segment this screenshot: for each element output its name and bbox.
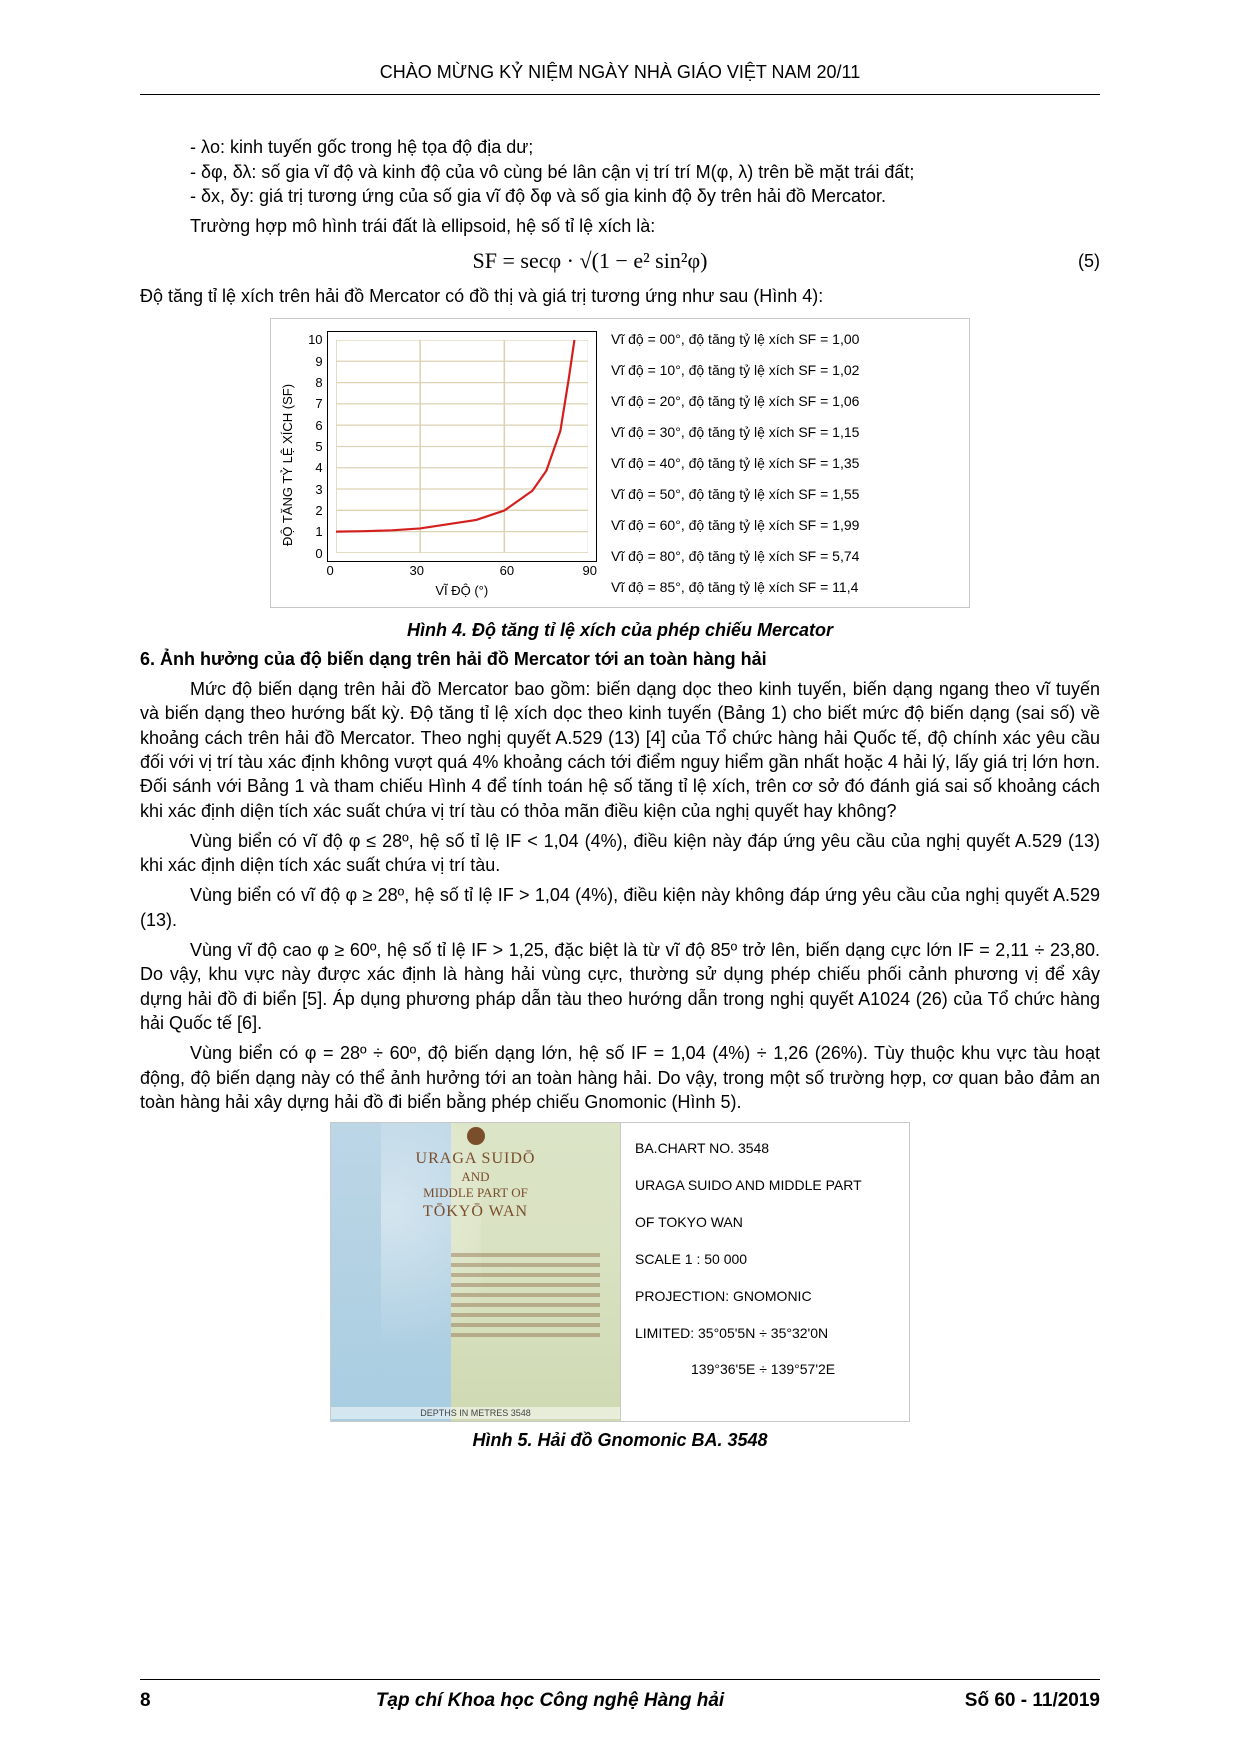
figure-5-caption: Hình 5. Hải đồ Gnomonic BA. 3548: [140, 1428, 1100, 1452]
chart-legend: Vĩ độ = 00°, độ tăng tỷ lệ xích SF = 1,0…: [601, 318, 969, 608]
chart-xlabel: VĨ ĐỘ (°): [301, 582, 597, 600]
bullet-3: - δx, δy: giá trị tương ứng của số gia v…: [140, 184, 1100, 208]
chart-plot: [327, 331, 597, 562]
chart-info-panel: BA.CHART NO. 3548 URAGA SUIDO AND MIDDLE …: [621, 1123, 909, 1421]
chart-info-line: 139°36'5E ÷ 139°57'2E: [635, 1360, 895, 1379]
chart-info-line: SCALE 1 : 50 000: [635, 1250, 895, 1269]
legend-item: Vĩ độ = 10°, độ tăng tỷ lệ xích SF = 1,0…: [611, 361, 959, 380]
chart-area: ĐỘ TĂNG TỶ LỆ XÍCH (SF) 012345678910 030…: [271, 323, 601, 603]
footer-journal: Tạp chí Khoa học Công nghệ Hàng hải: [200, 1688, 900, 1714]
figure-4-caption: Hình 4. Độ tăng tỉ lệ xích của phép chiế…: [140, 618, 1100, 642]
chart-xticks: 0306090: [301, 562, 597, 580]
map-thumbnail: URAGA SUIDŌ AND MIDDLE PART OF TŌKYŌ WAN…: [331, 1123, 621, 1421]
chart-info-line: LIMITED: 35°05'5N ÷ 35°32'0N: [635, 1324, 895, 1343]
chart-info-line: PROJECTION: GNOMONIC: [635, 1287, 895, 1306]
legend-item: Vĩ độ = 85°, độ tăng tỷ lệ xích SF = 11,…: [611, 578, 959, 597]
legend-item: Vĩ độ = 40°, độ tăng tỷ lệ xích SF = 1,3…: [611, 454, 959, 473]
figure-4: ĐỘ TĂNG TỶ LỆ XÍCH (SF) 012345678910 030…: [270, 318, 970, 608]
para-1: Mức độ biến dạng trên hải đồ Mercator ba…: [140, 677, 1100, 823]
legend-item: Vĩ độ = 50°, độ tăng tỷ lệ xích SF = 1,5…: [611, 485, 959, 504]
chart-info-line: URAGA SUIDO AND MIDDLE PART: [635, 1176, 895, 1195]
map-depths-label: DEPTHS IN METRES 3548: [331, 1407, 620, 1419]
sentence-fig4-intro: Độ tăng tỉ lệ xích trên hải đồ Mercator …: [140, 284, 1100, 308]
legend-item: Vĩ độ = 30°, độ tăng tỷ lệ xích SF = 1,1…: [611, 423, 959, 442]
map-title-block: URAGA SUIDŌ AND MIDDLE PART OF TŌKYŌ WAN: [331, 1149, 620, 1222]
bullet-4: Trường hợp mô hình trái đất là ellipsoid…: [140, 214, 1100, 238]
legend-item: Vĩ độ = 00°, độ tăng tỷ lệ xích SF = 1,0…: [611, 330, 959, 349]
map-emblem-icon: [467, 1127, 485, 1145]
para-5: Vùng biển có φ = 28º ÷ 60º, độ biến dạng…: [140, 1041, 1100, 1114]
chart-info-line: BA.CHART NO. 3548: [635, 1139, 895, 1158]
section-6-title: 6. Ảnh hưởng của độ biến dạng trên hải đ…: [140, 647, 1100, 671]
para-2: Vùng biển có vĩ độ φ ≤ 28º, hệ số tỉ lệ …: [140, 829, 1100, 878]
chart-svg: [336, 340, 588, 553]
legend-item: Vĩ độ = 80°, độ tăng tỷ lệ xích SF = 5,7…: [611, 547, 959, 566]
chart-inner: 012345678910 0306090 VĨ ĐỘ (°): [301, 331, 597, 599]
para-4: Vùng vĩ độ cao φ ≥ 60º, hệ số tỉ lệ IF >…: [140, 938, 1100, 1035]
chart-yticks: 012345678910: [301, 331, 327, 562]
running-header: CHÀO MỪNG KỶ NIỆM NGÀY NHÀ GIÁO VIỆT NAM…: [140, 60, 1100, 95]
chart-ylabel: ĐỘ TĂNG TỶ LỆ XÍCH (SF): [275, 331, 301, 599]
equation-5-number: (5): [1040, 249, 1100, 273]
page-footer: 8 Tạp chí Khoa học Công nghệ Hàng hải Số…: [140, 1679, 1100, 1714]
legend-item: Vĩ độ = 20°, độ tăng tỷ lệ xích SF = 1,0…: [611, 392, 959, 411]
chart-plot-inner: [336, 340, 588, 553]
figure-5: URAGA SUIDŌ AND MIDDLE PART OF TŌKYŌ WAN…: [330, 1122, 910, 1422]
footer-issue: Số 60 - 11/2019: [900, 1688, 1100, 1714]
bullet-1: - λo: kinh tuyến gốc trong hệ tọa độ địa…: [140, 135, 1100, 159]
equation-5-row: SF = secφ · √(1 − e² sin²φ) (5): [140, 246, 1100, 276]
equation-5: SF = secφ · √(1 − e² sin²φ): [140, 246, 1040, 276]
chart-info-line: OF TOKYO WAN: [635, 1213, 895, 1232]
bullet-2: - δφ, δλ: số gia vĩ độ và kinh độ của vô…: [140, 160, 1100, 184]
legend-item: Vĩ độ = 60°, độ tăng tỷ lệ xích SF = 1,9…: [611, 516, 959, 535]
page-number: 8: [140, 1688, 200, 1714]
para-3: Vùng biển có vĩ độ φ ≥ 28º, hệ số tỉ lệ …: [140, 883, 1100, 932]
